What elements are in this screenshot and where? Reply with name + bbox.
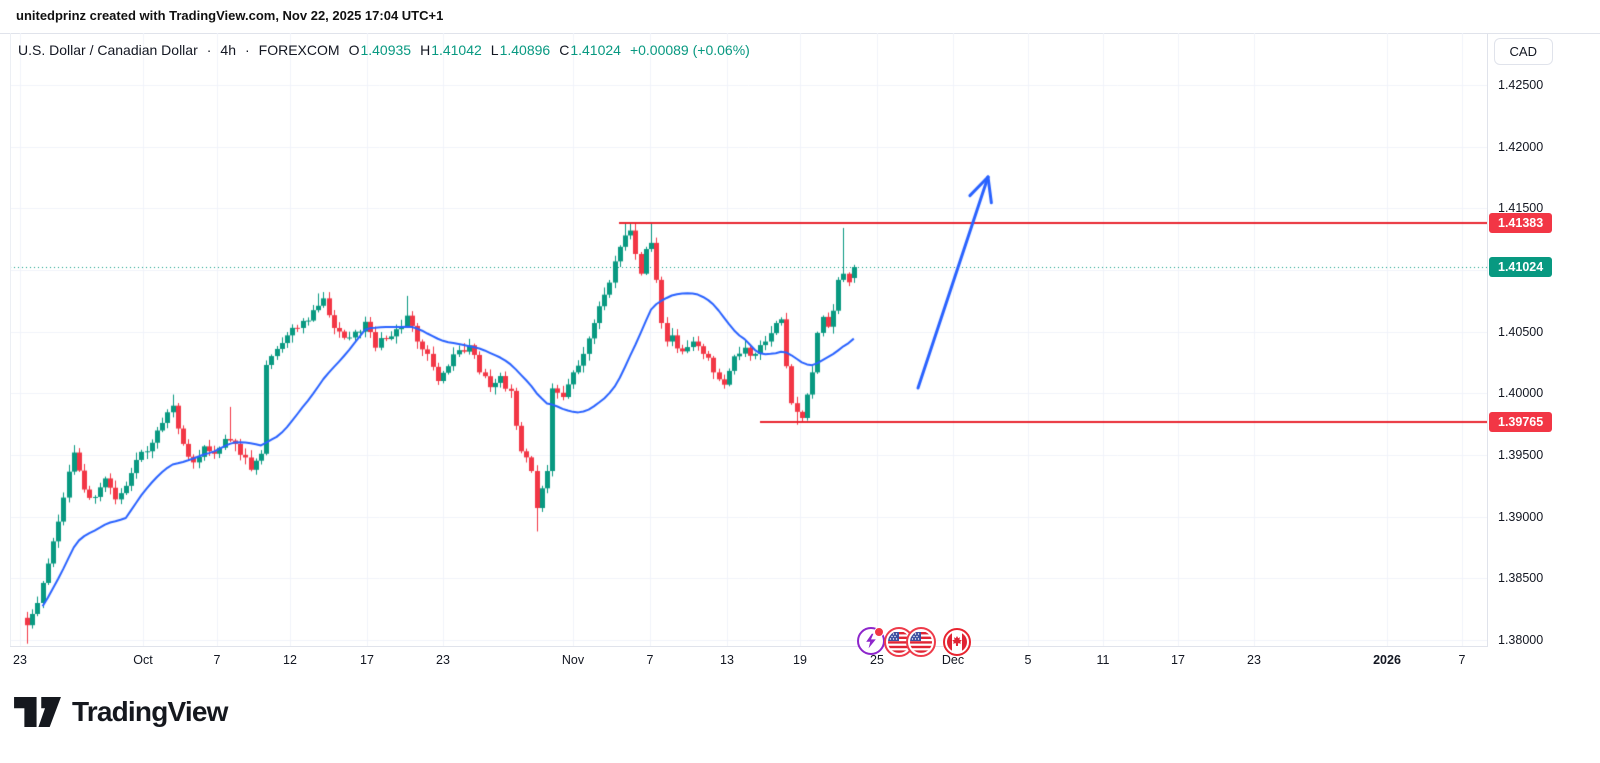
attribution-text: unitedprinz created with TradingView.com… xyxy=(16,8,444,23)
ohlc-open: O 1.40935 xyxy=(348,42,412,58)
ohlc-low: L 1.40896 xyxy=(490,42,551,58)
time-tick-label: Dec xyxy=(941,653,965,667)
tradingview-logo-icon xyxy=(14,697,61,727)
time-tick-label: 19 xyxy=(793,653,807,667)
symbol-title[interactable]: U.S. Dollar / Canadian Dollar xyxy=(18,42,198,58)
price-badge: 1.41383 xyxy=(1489,212,1553,233)
time-tick-label: Nov xyxy=(561,653,585,667)
chart-legend: U.S. Dollar / Canadian Dollar · 4h · FOR… xyxy=(18,42,750,58)
price-tick-label: 1.39000 xyxy=(1498,509,1544,524)
ohlc-close: C 1.41024 xyxy=(559,42,621,58)
time-tick-label: 17 xyxy=(1171,653,1185,667)
price-tick-label: 1.40500 xyxy=(1498,324,1544,339)
price-tick-label: 1.42000 xyxy=(1498,139,1544,154)
time-tick-label: 2026 xyxy=(1373,653,1401,667)
us-flag-icon xyxy=(910,631,932,653)
change-value: +0.00089 (+0.06%) xyxy=(629,42,750,58)
time-tick-label: 7 xyxy=(1458,653,1466,667)
price-badge: 1.39765 xyxy=(1489,412,1553,433)
us-flag-event-icon[interactable] xyxy=(906,627,936,657)
economic-event-icon[interactable] xyxy=(857,627,885,655)
price-tick-label: 1.40000 xyxy=(1498,386,1544,401)
time-tick-label: 11 xyxy=(1096,653,1110,667)
price-tick-label: 1.42500 xyxy=(1498,78,1544,92)
lightning-icon xyxy=(866,633,876,649)
price-tick-label: 1.39500 xyxy=(1498,448,1544,462)
price-tick-label: 1.38000 xyxy=(1498,633,1544,647)
canada-flag-icon xyxy=(947,632,967,652)
price-axis-border xyxy=(1487,33,1488,647)
price-tick-label: 1.41500 xyxy=(1498,201,1544,216)
time-axis-border xyxy=(10,646,1488,647)
legend-separator: · xyxy=(206,42,212,58)
time-tick-label: 25 xyxy=(870,653,884,667)
pane-left-border xyxy=(10,33,11,646)
time-tick-label: Oct xyxy=(133,653,153,667)
price-tick-label: 1.38500 xyxy=(1498,571,1544,586)
time-tick-label: 23 xyxy=(1247,653,1261,667)
time-tick-label: 7 xyxy=(646,653,654,667)
time-tick-label: 17 xyxy=(360,653,374,667)
ohlc-high: H 1.41042 xyxy=(420,42,482,58)
time-tick-label: 23 xyxy=(13,653,27,667)
price-badge: 1.41024 xyxy=(1489,257,1553,278)
us-flag-icon xyxy=(888,631,910,653)
brand-name: TradingView xyxy=(72,696,228,727)
canada-flag-event-icon[interactable] xyxy=(943,628,971,656)
notification-dot xyxy=(874,627,884,637)
time-tick-label: 12 xyxy=(283,653,297,667)
time-tick-label: 23 xyxy=(436,653,450,667)
time-tick-label: 7 xyxy=(213,653,221,667)
tradingview-logo[interactable]: TradingView xyxy=(14,696,228,728)
currency-toggle-button[interactable]: CAD xyxy=(1493,38,1553,65)
time-tick-label: 5 xyxy=(1024,653,1032,667)
exchange-label: FOREXCOM xyxy=(258,42,340,58)
interval-label[interactable]: 4h xyxy=(220,42,236,58)
chart-pane[interactable] xyxy=(10,33,1487,646)
time-tick-label: 13 xyxy=(720,653,734,667)
legend-separator: · xyxy=(245,42,250,58)
